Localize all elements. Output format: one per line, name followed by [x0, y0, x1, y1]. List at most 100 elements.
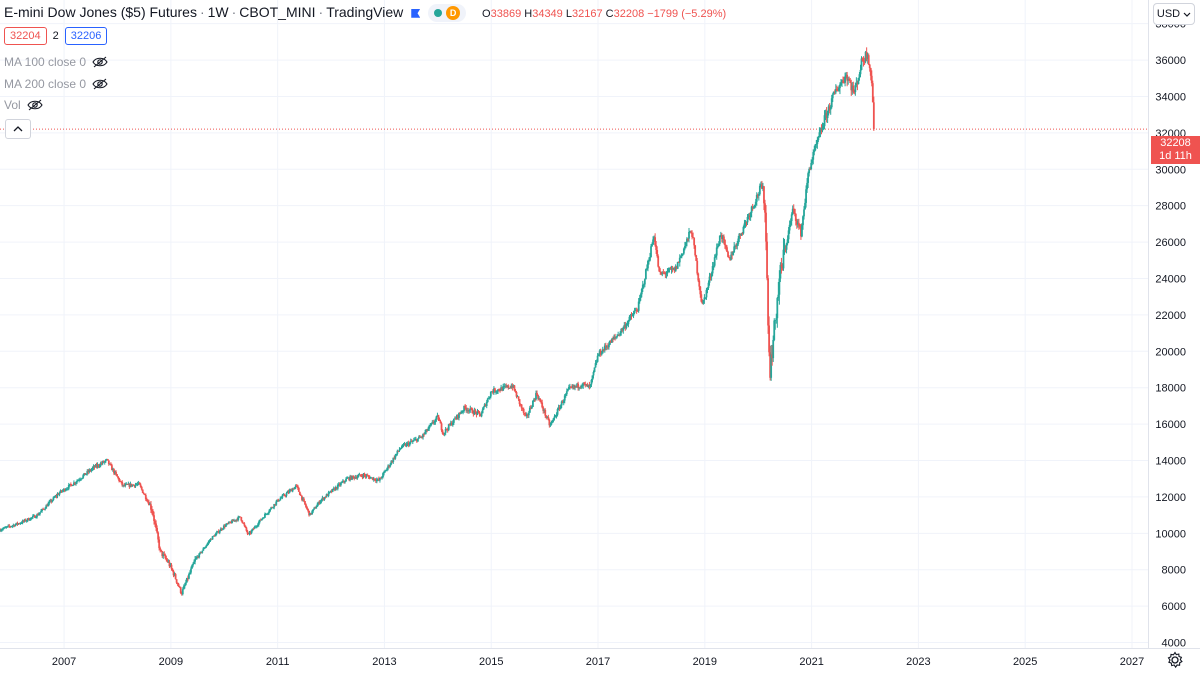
candle-body	[233, 520, 236, 522]
candle-body	[305, 504, 307, 508]
candle-body	[44, 508, 47, 510]
candle-body	[175, 579, 178, 583]
price-tick-label: 28000	[1155, 201, 1186, 213]
candle-body	[184, 582, 187, 585]
close-label: C	[605, 8, 614, 20]
candle-body	[483, 404, 486, 407]
candle-body	[872, 102, 875, 130]
interval-label[interactable]: 1W	[207, 4, 229, 20]
price-tick-label: 14000	[1155, 456, 1186, 468]
time-axis[interactable]: 2007 2009 2011 2013 2015 2017 2019 2021 2023 2025…	[52, 656, 1144, 668]
candle-body	[41, 508, 44, 511]
candle-body	[811, 159, 814, 163]
collapse-legend-button[interactable]	[5, 119, 31, 139]
price-axis[interactable]: 4000 6000 8000 10000 12000 14000 16000 18000 200…	[1155, 19, 1186, 650]
indicator-volume[interactable]: Vol	[4, 98, 43, 112]
eye-off-icon[interactable]	[92, 56, 108, 68]
candle-body	[412, 440, 415, 442]
indicator-ma200[interactable]: MA 200 close 0	[4, 77, 108, 91]
candle-body	[346, 478, 348, 479]
candle-body	[427, 428, 430, 431]
symbol-title[interactable]: E-mini Dow Jones ($5) Futures	[4, 4, 197, 20]
candle-body	[573, 385, 575, 388]
candle-body	[342, 480, 344, 483]
candle-body	[725, 245, 727, 248]
candle-body	[661, 272, 664, 275]
candle-body	[519, 404, 522, 405]
eye-off-icon[interactable]	[92, 78, 108, 90]
candle-body	[212, 535, 215, 537]
sell-price-button[interactable]: 32204	[4, 27, 47, 45]
candle-body	[424, 432, 427, 435]
candle-body	[23, 519, 26, 522]
gear-icon[interactable]	[1166, 651, 1184, 669]
candle-body	[623, 325, 626, 328]
currency-selector[interactable]: USD	[1153, 3, 1195, 25]
indicator-ma100[interactable]: MA 100 close 0	[4, 55, 108, 69]
candle-body	[686, 238, 688, 243]
candle-body	[43, 509, 46, 510]
candle-body	[87, 470, 90, 473]
candle-body	[88, 469, 91, 473]
separator: ·	[199, 4, 205, 20]
candle-body	[739, 233, 742, 236]
candle-body	[458, 412, 460, 418]
candle-body	[35, 517, 37, 519]
candle-body	[786, 239, 789, 244]
candle-body	[616, 335, 619, 337]
candle-body	[383, 471, 385, 474]
candle-body	[12, 524, 15, 526]
candle-body	[680, 253, 683, 257]
candle-body	[622, 327, 625, 331]
candle-body	[210, 538, 213, 540]
candle-body	[50, 500, 53, 502]
candle-body	[750, 206, 753, 213]
candle-body	[270, 507, 272, 510]
candle-body	[104, 459, 107, 462]
candle-body	[133, 484, 136, 487]
candle-body	[448, 424, 451, 426]
price-tick-label: 18000	[1155, 383, 1186, 395]
candle-body	[721, 236, 724, 239]
candle-body	[344, 481, 346, 483]
candle-body	[306, 507, 308, 509]
separator: ·	[231, 4, 237, 20]
candle-body	[9, 526, 12, 528]
candle-body	[867, 55, 870, 65]
candle-body	[501, 387, 504, 391]
candle-body	[237, 516, 240, 521]
flag-icon[interactable]	[411, 8, 421, 18]
candle-body	[73, 482, 75, 486]
candle-body	[330, 490, 333, 492]
candle-body	[557, 407, 560, 410]
candle-body	[108, 463, 111, 465]
candle-body	[710, 273, 713, 278]
candle-body	[655, 245, 658, 250]
candle-body	[0, 530, 2, 532]
candle-body	[53, 497, 56, 499]
candle-body	[605, 346, 608, 348]
candle-body	[788, 224, 791, 231]
candle-body	[368, 476, 371, 479]
candle-body	[696, 260, 699, 274]
delayed-data-icon: D	[446, 6, 461, 21]
candle-body	[312, 509, 315, 512]
candle-body	[444, 428, 447, 433]
eye-off-icon[interactable]	[27, 99, 43, 111]
candle-body	[38, 513, 40, 516]
candle-body	[407, 442, 410, 446]
buy-price-button[interactable]: 32206	[64, 27, 108, 45]
candle-body	[345, 478, 347, 482]
candle-body	[648, 260, 650, 262]
candle-body	[726, 247, 728, 252]
candle-body	[318, 501, 321, 504]
candle-body	[812, 152, 815, 160]
candle-body	[626, 324, 629, 325]
candle-body	[363, 474, 366, 476]
candle-body	[358, 474, 361, 476]
time-tick-label: 2009	[159, 656, 183, 668]
market-status-pill[interactable]: D	[428, 4, 467, 23]
candle-body	[708, 276, 711, 283]
candle-body	[523, 413, 526, 415]
